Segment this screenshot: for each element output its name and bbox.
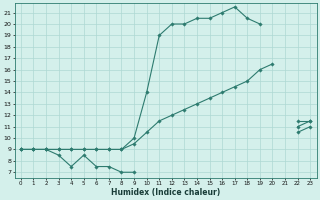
- X-axis label: Humidex (Indice chaleur): Humidex (Indice chaleur): [111, 188, 220, 197]
